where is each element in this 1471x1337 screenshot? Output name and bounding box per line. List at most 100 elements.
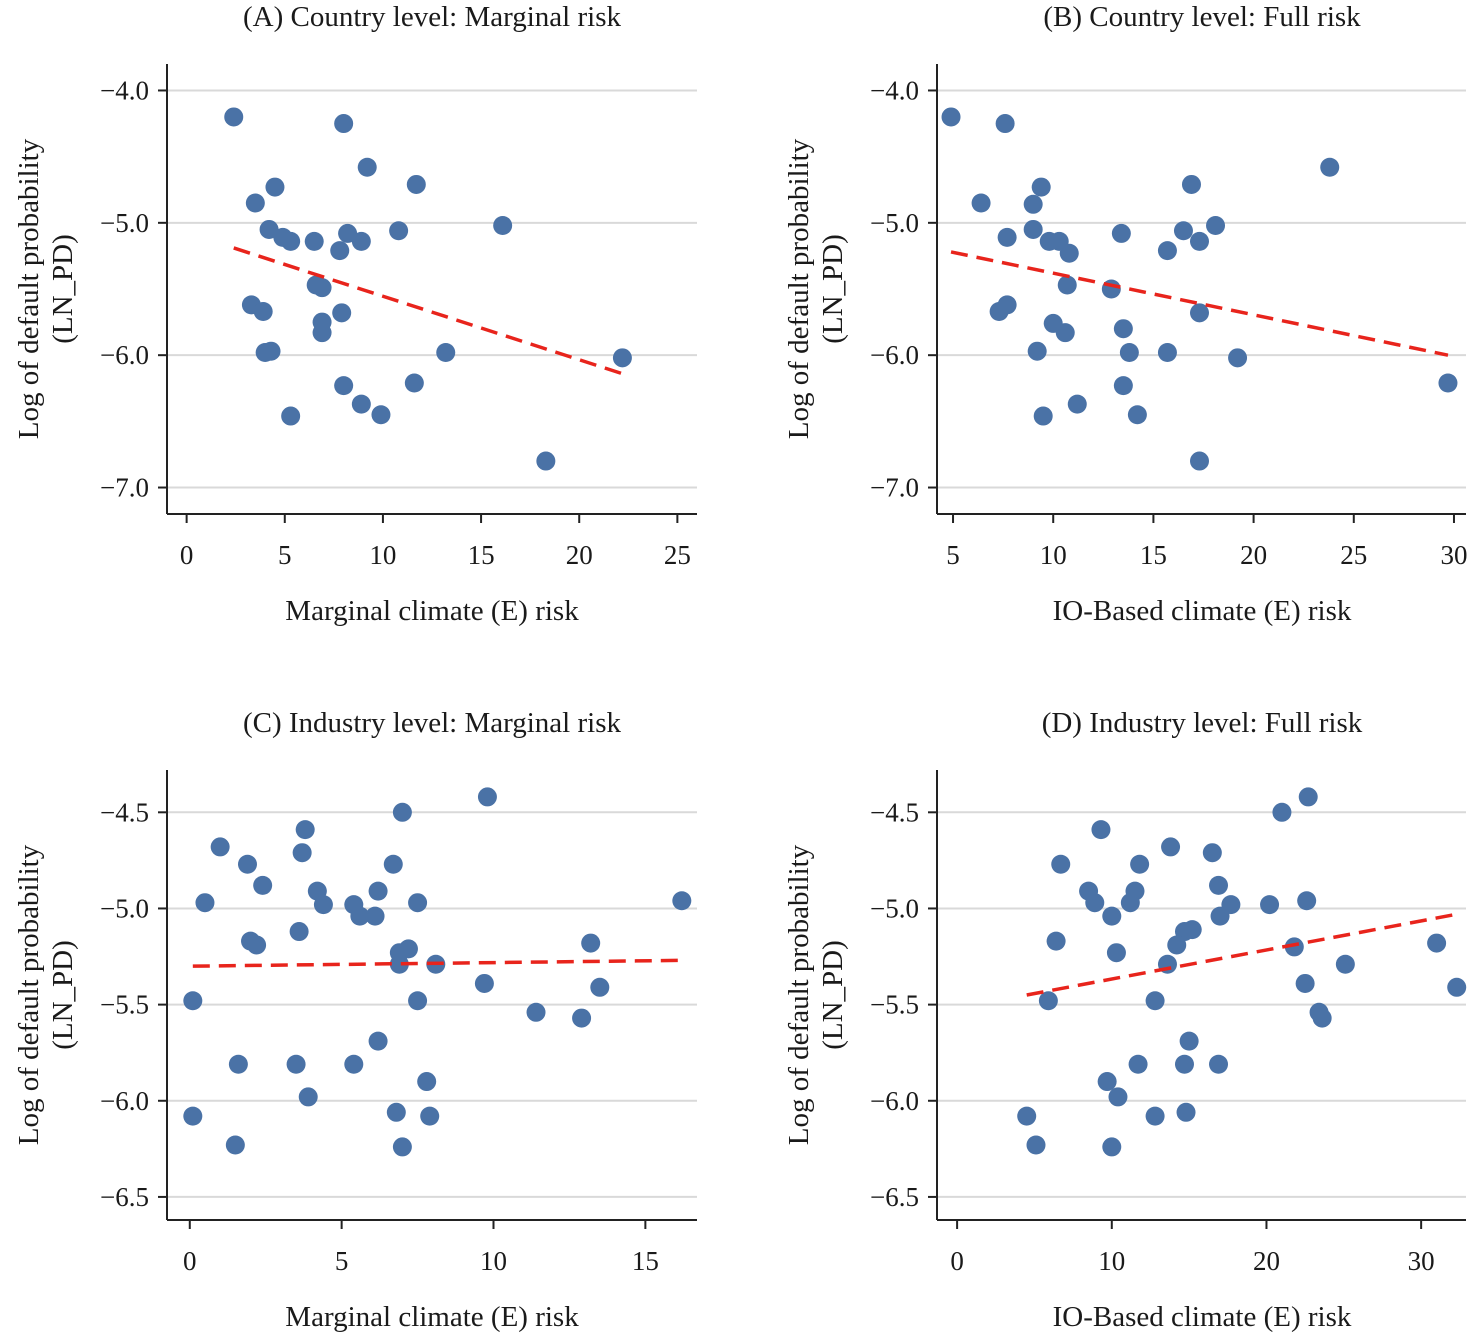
data-point: [1027, 341, 1047, 361]
data-point: [1127, 405, 1147, 425]
y-tick-label: −4.0: [870, 75, 919, 105]
y-tick-label: −6.5: [100, 1182, 149, 1212]
data-point: [365, 906, 385, 926]
data-point: [572, 1008, 592, 1028]
y-tick-label: −6.5: [870, 1182, 919, 1212]
data-point: [312, 323, 332, 343]
data-point: [1111, 223, 1131, 243]
data-point: [1157, 343, 1177, 363]
data-point: [298, 1087, 318, 1107]
data-point: [1206, 215, 1226, 235]
y-axis-label: Log of default probability: [783, 138, 815, 439]
data-point: [1427, 933, 1447, 953]
data-point: [1046, 931, 1066, 951]
x-axis-label: IO-Based climate (E) risk: [1053, 595, 1352, 627]
panel-a-country-marginal: −4.0 −5.0 −6.0 −7.0 0 5 10 15 20 25 (A) Country le…: [13, 1, 697, 627]
data-point: [1120, 893, 1140, 913]
y-tick-label: −5.5: [870, 990, 919, 1020]
y-tick-label: −7.0: [100, 473, 149, 503]
y-tick-label: −4.0: [100, 75, 149, 105]
data-point: [1174, 1054, 1194, 1074]
data-point: [1167, 935, 1187, 955]
x-tick-label: 15: [468, 540, 495, 570]
data-point: [1312, 1008, 1332, 1028]
data-point: [997, 295, 1017, 315]
chart-title: (B) Country level: Full risk: [1043, 1, 1361, 33]
data-point: [1023, 194, 1043, 214]
data-point: [1210, 906, 1230, 926]
data-point: [292, 843, 312, 863]
x-axis-label: Marginal climate (E) risk: [285, 595, 579, 627]
fit-line: [950, 250, 1449, 357]
data-point: [1102, 1137, 1122, 1157]
data-point: [995, 114, 1015, 134]
data-point: [436, 343, 456, 363]
data-point: [259, 219, 279, 239]
data-point: [1033, 406, 1053, 426]
data-point: [312, 278, 332, 298]
x-tick-label: 5: [946, 540, 960, 570]
data-point: [1335, 954, 1355, 974]
x-tick-label: 20: [1240, 540, 1267, 570]
x-tick-label: 10: [1098, 1246, 1125, 1276]
data-point: [420, 1106, 440, 1126]
data-point: [253, 875, 273, 895]
data-point: [408, 893, 428, 913]
data-point: [1031, 177, 1051, 197]
data-point: [417, 1072, 437, 1092]
x-tick-label: 25: [664, 540, 691, 570]
data-point: [581, 933, 601, 953]
data-point: [286, 1054, 306, 1074]
y-tick-label: −5.0: [870, 893, 919, 923]
data-point: [338, 223, 358, 243]
data-point: [195, 893, 215, 913]
fit-line: [233, 246, 623, 376]
fit-line: [192, 958, 682, 968]
data-point: [261, 341, 281, 361]
data-point: [406, 174, 426, 194]
data-point: [1284, 937, 1304, 957]
data-point: [304, 231, 324, 251]
chart-title: (C) Industry level: Marginal risk: [243, 707, 622, 739]
data-point: [357, 157, 377, 177]
panel-c-industry-marginal: −4.5 −5.0 −5.5 −6.0 −6.5 0 5 10 15 (C) Industry l…: [13, 707, 697, 1333]
data-point: [183, 991, 203, 1011]
x-tick-label: 10: [369, 540, 396, 570]
data-point: [971, 193, 991, 213]
data-point: [1113, 376, 1133, 396]
y-axis-label-units: (LN_PD): [47, 940, 79, 1050]
data-point: [1189, 303, 1209, 323]
data-point: [1051, 854, 1071, 874]
data-point: [228, 1054, 248, 1074]
data-point: [225, 1135, 245, 1155]
data-point: [1145, 1106, 1165, 1126]
data-point: [1298, 787, 1318, 807]
x-tick-label: 0: [183, 1246, 197, 1276]
data-point: [368, 1031, 388, 1051]
data-point: [1102, 906, 1122, 926]
data-point: [253, 302, 273, 321]
data-point: [350, 906, 370, 926]
y-axis-label: Log of default probability: [783, 844, 815, 1145]
y-tick-label: −6.0: [100, 340, 149, 370]
data-point: [1209, 1054, 1229, 1074]
data-point: [1119, 343, 1139, 363]
data-point: [237, 854, 257, 874]
data-point: [1091, 820, 1111, 840]
data-point: [1438, 373, 1458, 393]
y-tick-label: −4.5: [100, 797, 149, 827]
data-point: [334, 114, 354, 134]
data-point: [1272, 802, 1292, 822]
data-point: [526, 1002, 546, 1022]
x-tick-label: 15: [632, 1246, 659, 1276]
data-point: [1209, 875, 1229, 895]
y-axis-label: Log of default probability: [13, 844, 45, 1145]
y-axis-label: Log of default probability: [13, 138, 45, 439]
x-tick-label: 25: [1340, 540, 1367, 570]
data-point: [404, 373, 424, 393]
data-point: [247, 935, 267, 955]
data-point: [344, 1054, 364, 1074]
data-point: [334, 376, 354, 396]
y-tick-label: −4.5: [870, 797, 919, 827]
